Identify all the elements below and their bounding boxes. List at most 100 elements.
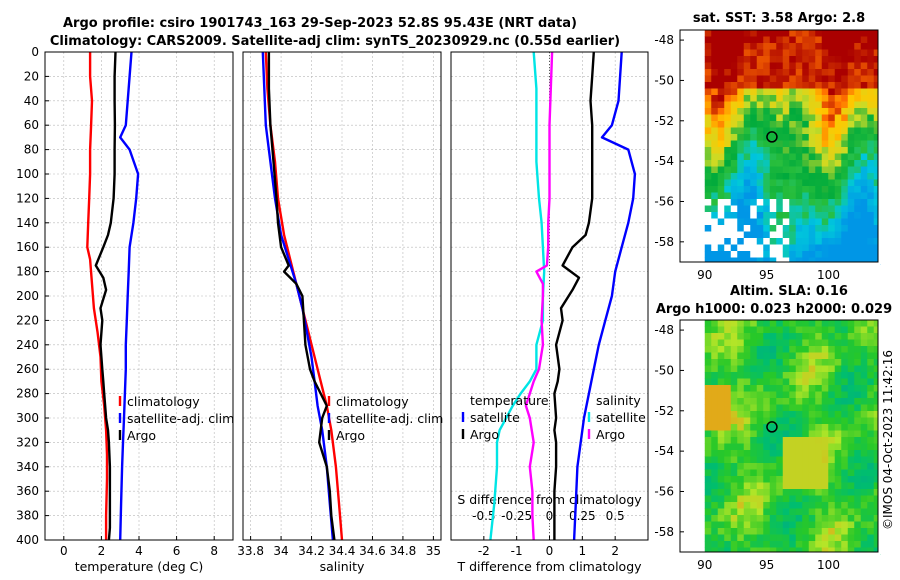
map-cell	[782, 231, 790, 239]
map-cell	[737, 205, 745, 213]
map-cell	[854, 365, 862, 373]
map-cell	[841, 430, 849, 438]
map-cell	[828, 320, 836, 327]
map-cell	[808, 88, 816, 96]
map-cell	[841, 205, 849, 213]
map-cell	[711, 482, 719, 490]
map-cell	[704, 30, 712, 37]
top-tick-label: -0.5	[472, 509, 495, 523]
map-cell	[808, 238, 816, 245]
map-cell	[847, 398, 855, 405]
y-tick-label: 40	[24, 94, 39, 108]
map-cell	[756, 231, 764, 239]
map-cell	[828, 463, 836, 470]
map-cell	[776, 147, 784, 154]
map-cell	[789, 326, 797, 334]
map-cell	[847, 225, 855, 232]
map-cell	[737, 43, 745, 50]
map-cell	[750, 411, 758, 418]
map-cell	[828, 244, 836, 252]
map-cell	[769, 385, 777, 392]
map-cell	[743, 244, 751, 252]
series-line-climatology	[86, 52, 109, 540]
map-cell	[828, 333, 836, 340]
map-cell	[834, 372, 842, 379]
map-cell	[769, 352, 777, 360]
map-cell	[704, 127, 712, 135]
map-cell	[743, 521, 751, 529]
map-cell	[841, 495, 849, 503]
map-cell	[789, 88, 797, 96]
map-cell	[776, 82, 784, 89]
map-cell	[828, 547, 836, 555]
map-cell	[841, 463, 849, 470]
map-cell	[776, 153, 784, 161]
map-cell	[769, 482, 777, 490]
map-cell	[795, 443, 803, 451]
map-cell	[795, 257, 803, 265]
map-cell	[808, 346, 816, 353]
map-cell	[756, 385, 764, 392]
map-cell	[737, 489, 745, 496]
map-cell	[860, 359, 868, 366]
map-cell	[730, 56, 738, 63]
map-cell	[834, 251, 842, 258]
map-cell	[841, 244, 849, 252]
map-cell	[867, 430, 875, 438]
map-cell	[756, 205, 764, 213]
map-cell	[867, 417, 875, 425]
map-cell	[782, 456, 790, 464]
map-cell	[782, 82, 790, 89]
map-cell	[795, 385, 803, 392]
map-cell	[769, 225, 777, 232]
map-cell	[724, 450, 732, 457]
map-y-tick-label: -52	[654, 404, 674, 418]
map-cell	[815, 56, 823, 63]
map-cells	[704, 30, 881, 265]
map-cell	[730, 199, 738, 206]
map-cell	[776, 62, 784, 70]
map-cell	[808, 333, 816, 340]
map-cell	[782, 443, 790, 451]
map-cell	[750, 257, 758, 265]
map-cell	[873, 121, 881, 128]
map-cell	[756, 417, 764, 425]
map-cell	[808, 108, 816, 115]
map-cell	[776, 218, 784, 226]
map-cell	[873, 430, 881, 438]
map-cell	[828, 56, 836, 63]
map-cell	[854, 508, 862, 516]
map-cell	[873, 56, 881, 63]
map-cell	[828, 36, 836, 44]
map-cell	[743, 417, 751, 425]
map-cell	[704, 411, 712, 418]
map-cell	[802, 205, 810, 213]
map-cell	[730, 547, 738, 555]
map-cell	[828, 411, 836, 418]
map-cell	[776, 443, 784, 451]
map-cell	[737, 153, 745, 161]
map-cell	[704, 75, 712, 83]
map-cell	[717, 69, 725, 76]
map-cell	[776, 352, 784, 360]
map-cell	[756, 352, 764, 360]
map-cell	[743, 411, 751, 418]
map-cell	[815, 411, 823, 418]
map-cell	[867, 326, 875, 334]
map-cell	[750, 339, 758, 347]
map-cell	[717, 75, 725, 83]
map-y-tick-label: -56	[654, 484, 674, 498]
map-cell	[821, 482, 829, 490]
map-cell	[860, 398, 868, 405]
map-cell	[815, 515, 823, 522]
map-cell	[763, 320, 771, 327]
map-cell	[730, 385, 738, 392]
map-cell	[724, 528, 732, 535]
map-cell	[704, 502, 712, 509]
map-cell	[776, 450, 784, 457]
map-cell	[717, 127, 725, 135]
map-cell	[873, 476, 881, 483]
map-cell	[821, 179, 829, 187]
map-cell	[873, 43, 881, 50]
